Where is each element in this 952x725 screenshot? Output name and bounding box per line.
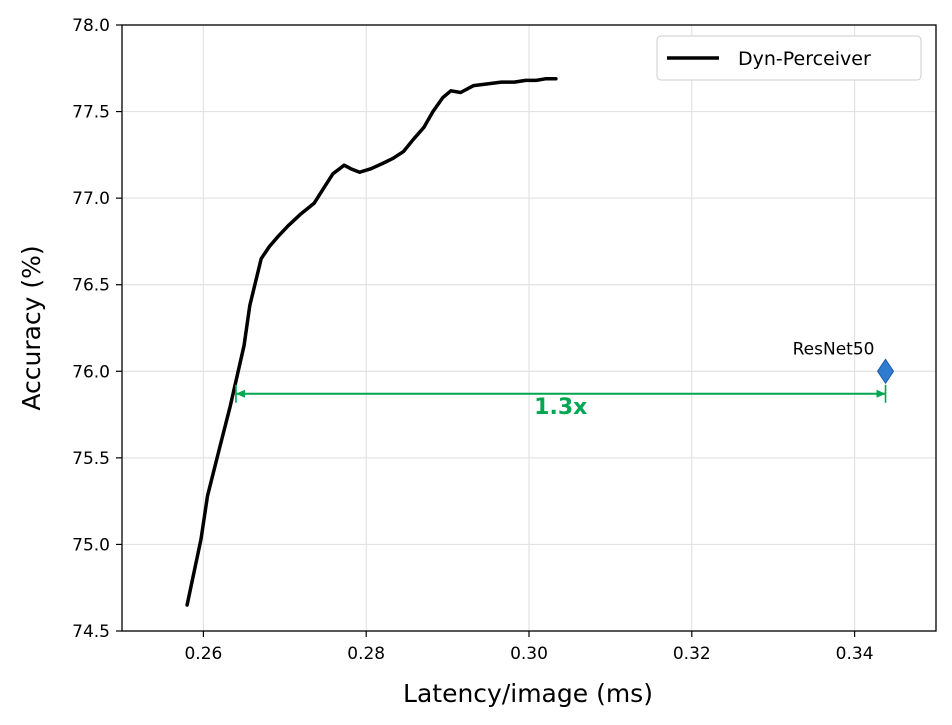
x-tick-label: 0.30 — [510, 644, 548, 664]
y-tick-label: 75.0 — [72, 535, 110, 555]
speedup-label: 1.3x — [534, 395, 587, 420]
x-tick-label: 0.26 — [184, 644, 222, 664]
legend-label-dyn-perceiver: Dyn-Perceiver — [738, 48, 871, 70]
x-axis-ticks: 0.26 0.28 0.30 0.32 0.34 — [184, 631, 874, 664]
speedup-arrowhead-left — [235, 389, 245, 398]
x-axis-label: Latency/image (ms) — [403, 679, 653, 708]
legend-box — [656, 35, 922, 81]
baseline-marker-resnet50 — [876, 358, 895, 385]
y-axis-ticks: 74.5 75.0 75.5 76.0 76.5 77.0 77.5 78.0 — [72, 16, 122, 642]
y-tick-label: 77.5 — [72, 103, 110, 123]
x-tick-label: 0.34 — [836, 644, 874, 664]
legend: Dyn-Perceiver — [656, 35, 922, 81]
x-tick-label: 0.28 — [347, 644, 385, 664]
y-tick-label: 74.5 — [72, 622, 110, 642]
y-tick-label: 76.5 — [72, 276, 110, 296]
y-axis-label: Accuracy (%) — [17, 245, 46, 410]
x-tick-label: 0.32 — [673, 644, 711, 664]
series-line-dyn-perceiver — [185, 76, 558, 607]
y-tick-label: 75.5 — [72, 449, 110, 469]
y-tick-label: 77.0 — [72, 189, 110, 209]
y-tick-label: 76.0 — [72, 362, 110, 382]
plot-area: 1.3x ResNet50 — [185, 76, 895, 607]
y-tick-label: 78.0 — [72, 16, 110, 36]
speedup-arrowhead-right — [876, 389, 886, 398]
baseline-label-resnet50: ResNet50 — [793, 339, 875, 359]
